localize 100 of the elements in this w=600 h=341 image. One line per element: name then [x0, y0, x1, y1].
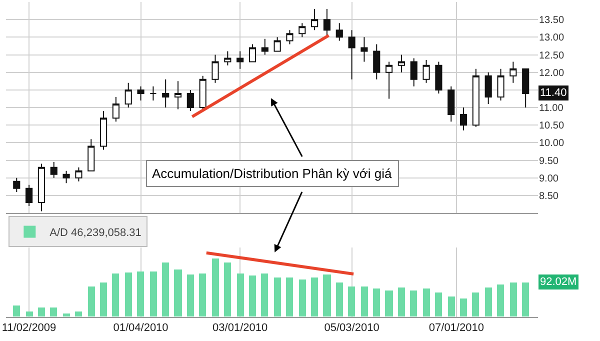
legend-label: A/D 46,239,058.31 [50, 226, 142, 239]
bar [199, 274, 206, 317]
y-tick-label: 9.00 [539, 173, 559, 184]
candlestick [360, 36, 368, 62]
bar [174, 270, 182, 317]
candlestick [50, 162, 58, 178]
candlestick [472, 68, 480, 128]
candlestick [311, 8, 318, 31]
bar [63, 314, 70, 317]
candlestick [100, 110, 108, 150]
bar [323, 274, 331, 317]
y-tick-label: 10.50 [539, 120, 564, 132]
candlestick [224, 50, 232, 66]
candlestick [373, 44, 380, 80]
candlestick [186, 89, 194, 112]
x-tick-label: 11/02/2009 [2, 322, 56, 334]
candlestick [336, 22, 343, 42]
bar [485, 288, 492, 317]
y-tick-label: 8.50 [539, 190, 559, 202]
bar [373, 288, 380, 317]
bar [88, 286, 95, 317]
bar [361, 286, 368, 317]
y-tick-label: 11.00 [539, 103, 564, 114]
candlestick [112, 96, 120, 122]
bar [261, 274, 268, 317]
candlestick [150, 86, 157, 101]
candlestick [484, 72, 492, 105]
candlestick [398, 54, 405, 73]
candlestick [124, 82, 132, 108]
bar [398, 288, 405, 317]
candlestick [38, 163, 46, 212]
bar [274, 278, 281, 317]
bar [38, 308, 45, 317]
annotation: 92.02M [540, 276, 577, 288]
bar [336, 282, 343, 317]
bar [26, 312, 33, 317]
candlestick [88, 138, 95, 172]
y-tick-label: 12.50 [539, 50, 564, 62]
bar [187, 274, 194, 317]
candlestick [137, 86, 144, 101]
bar [423, 288, 430, 317]
candlestick [348, 30, 356, 80]
candlestick [236, 50, 244, 70]
bar [497, 284, 504, 317]
candlestick [212, 54, 219, 84]
candlestick [522, 68, 530, 108]
y-tick-label: 13.00 [539, 32, 564, 44]
candlestick [162, 78, 170, 108]
bar [237, 274, 244, 317]
bar [100, 282, 107, 317]
candlestick [286, 30, 294, 45]
bar [50, 308, 57, 317]
candlestick [448, 86, 455, 122]
x-tick-label: 05/03/2010 [324, 322, 380, 334]
bar [311, 278, 318, 317]
bar [510, 282, 517, 317]
candlestick [410, 58, 418, 87]
x-tick-label: 03/01/2010 [212, 322, 268, 334]
bar [448, 296, 455, 317]
candlestick [248, 44, 256, 62]
candlestick [199, 75, 206, 110]
y-tick-label: 9.50 [539, 156, 559, 167]
x-tick-label: 07/01/2010 [428, 322, 484, 334]
bar [150, 272, 157, 317]
bar [522, 282, 529, 317]
bar [460, 298, 467, 317]
bar [162, 262, 169, 317]
candlestick [422, 60, 430, 84]
candlestick [13, 177, 20, 192]
candlestick [261, 38, 268, 56]
candlestick [298, 22, 306, 38]
bar [435, 292, 442, 317]
bar [224, 262, 231, 317]
bar [125, 272, 132, 317]
y-tick-label: 13.50 [539, 15, 564, 26]
bar [212, 258, 219, 317]
bar [75, 312, 82, 317]
x-tick-label: 01/04/2010 [113, 322, 168, 334]
candlestick [274, 36, 281, 52]
candlestick [435, 61, 442, 94]
candlestick [510, 61, 517, 84]
bar [472, 292, 479, 317]
bar [249, 276, 256, 317]
bar [286, 278, 293, 317]
candlestick [323, 8, 331, 38]
candlestick [386, 61, 393, 100]
candlestick [62, 170, 70, 184]
bar [385, 290, 393, 317]
y-tick-label: 10.00 [539, 138, 564, 150]
annotation: Accumulation/Distribution Phân kỳ với giá [152, 166, 393, 181]
candlestick [75, 166, 82, 182]
bar [348, 286, 355, 317]
bar [13, 306, 20, 317]
candlestick [460, 107, 468, 131]
bar [410, 290, 417, 317]
candlestick [26, 184, 33, 207]
y-tick-label: 12.00 [539, 68, 564, 79]
annotation: 11.40 [540, 87, 567, 99]
bar [137, 272, 144, 317]
bar [299, 280, 306, 317]
